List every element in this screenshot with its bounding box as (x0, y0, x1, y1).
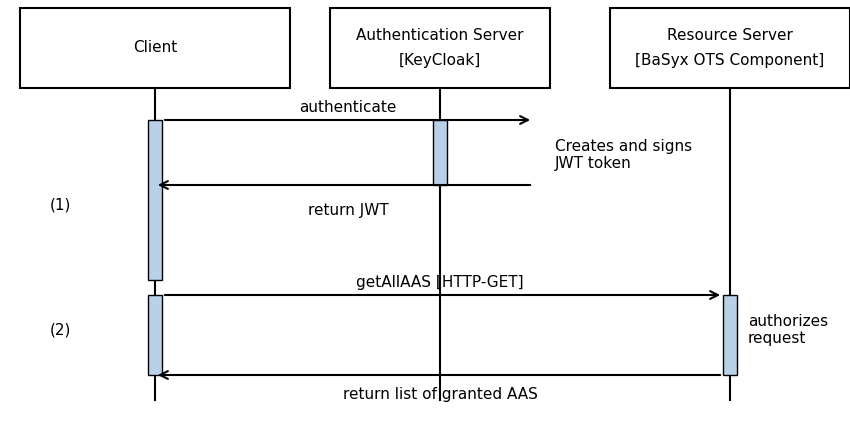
Bar (148, 295, 162, 375)
Text: Resource Server: Resource Server (667, 29, 793, 43)
Bar (610, 8, 850, 88)
Bar (330, 8, 550, 88)
Text: return list of granted AAS: return list of granted AAS (343, 387, 537, 402)
Bar (433, 120, 447, 185)
Text: Client: Client (133, 40, 177, 56)
Bar (148, 120, 162, 280)
Text: authorizes
request: authorizes request (748, 314, 828, 346)
Text: return JWT: return JWT (308, 203, 388, 218)
Bar (20, 8, 290, 88)
Text: authenticate: authenticate (299, 101, 397, 115)
Text: [KeyCloak]: [KeyCloak] (399, 53, 481, 67)
Text: Creates and signs
JWT token: Creates and signs JWT token (555, 139, 692, 171)
Text: [BaSyx OTS Component]: [BaSyx OTS Component] (635, 53, 824, 67)
Text: getAllAAS [HTTP-GET]: getAllAAS [HTTP-GET] (356, 275, 524, 290)
Bar (723, 295, 737, 375)
Text: (1): (1) (49, 197, 71, 213)
Text: Authentication Server: Authentication Server (356, 29, 524, 43)
Text: (2): (2) (49, 322, 71, 338)
